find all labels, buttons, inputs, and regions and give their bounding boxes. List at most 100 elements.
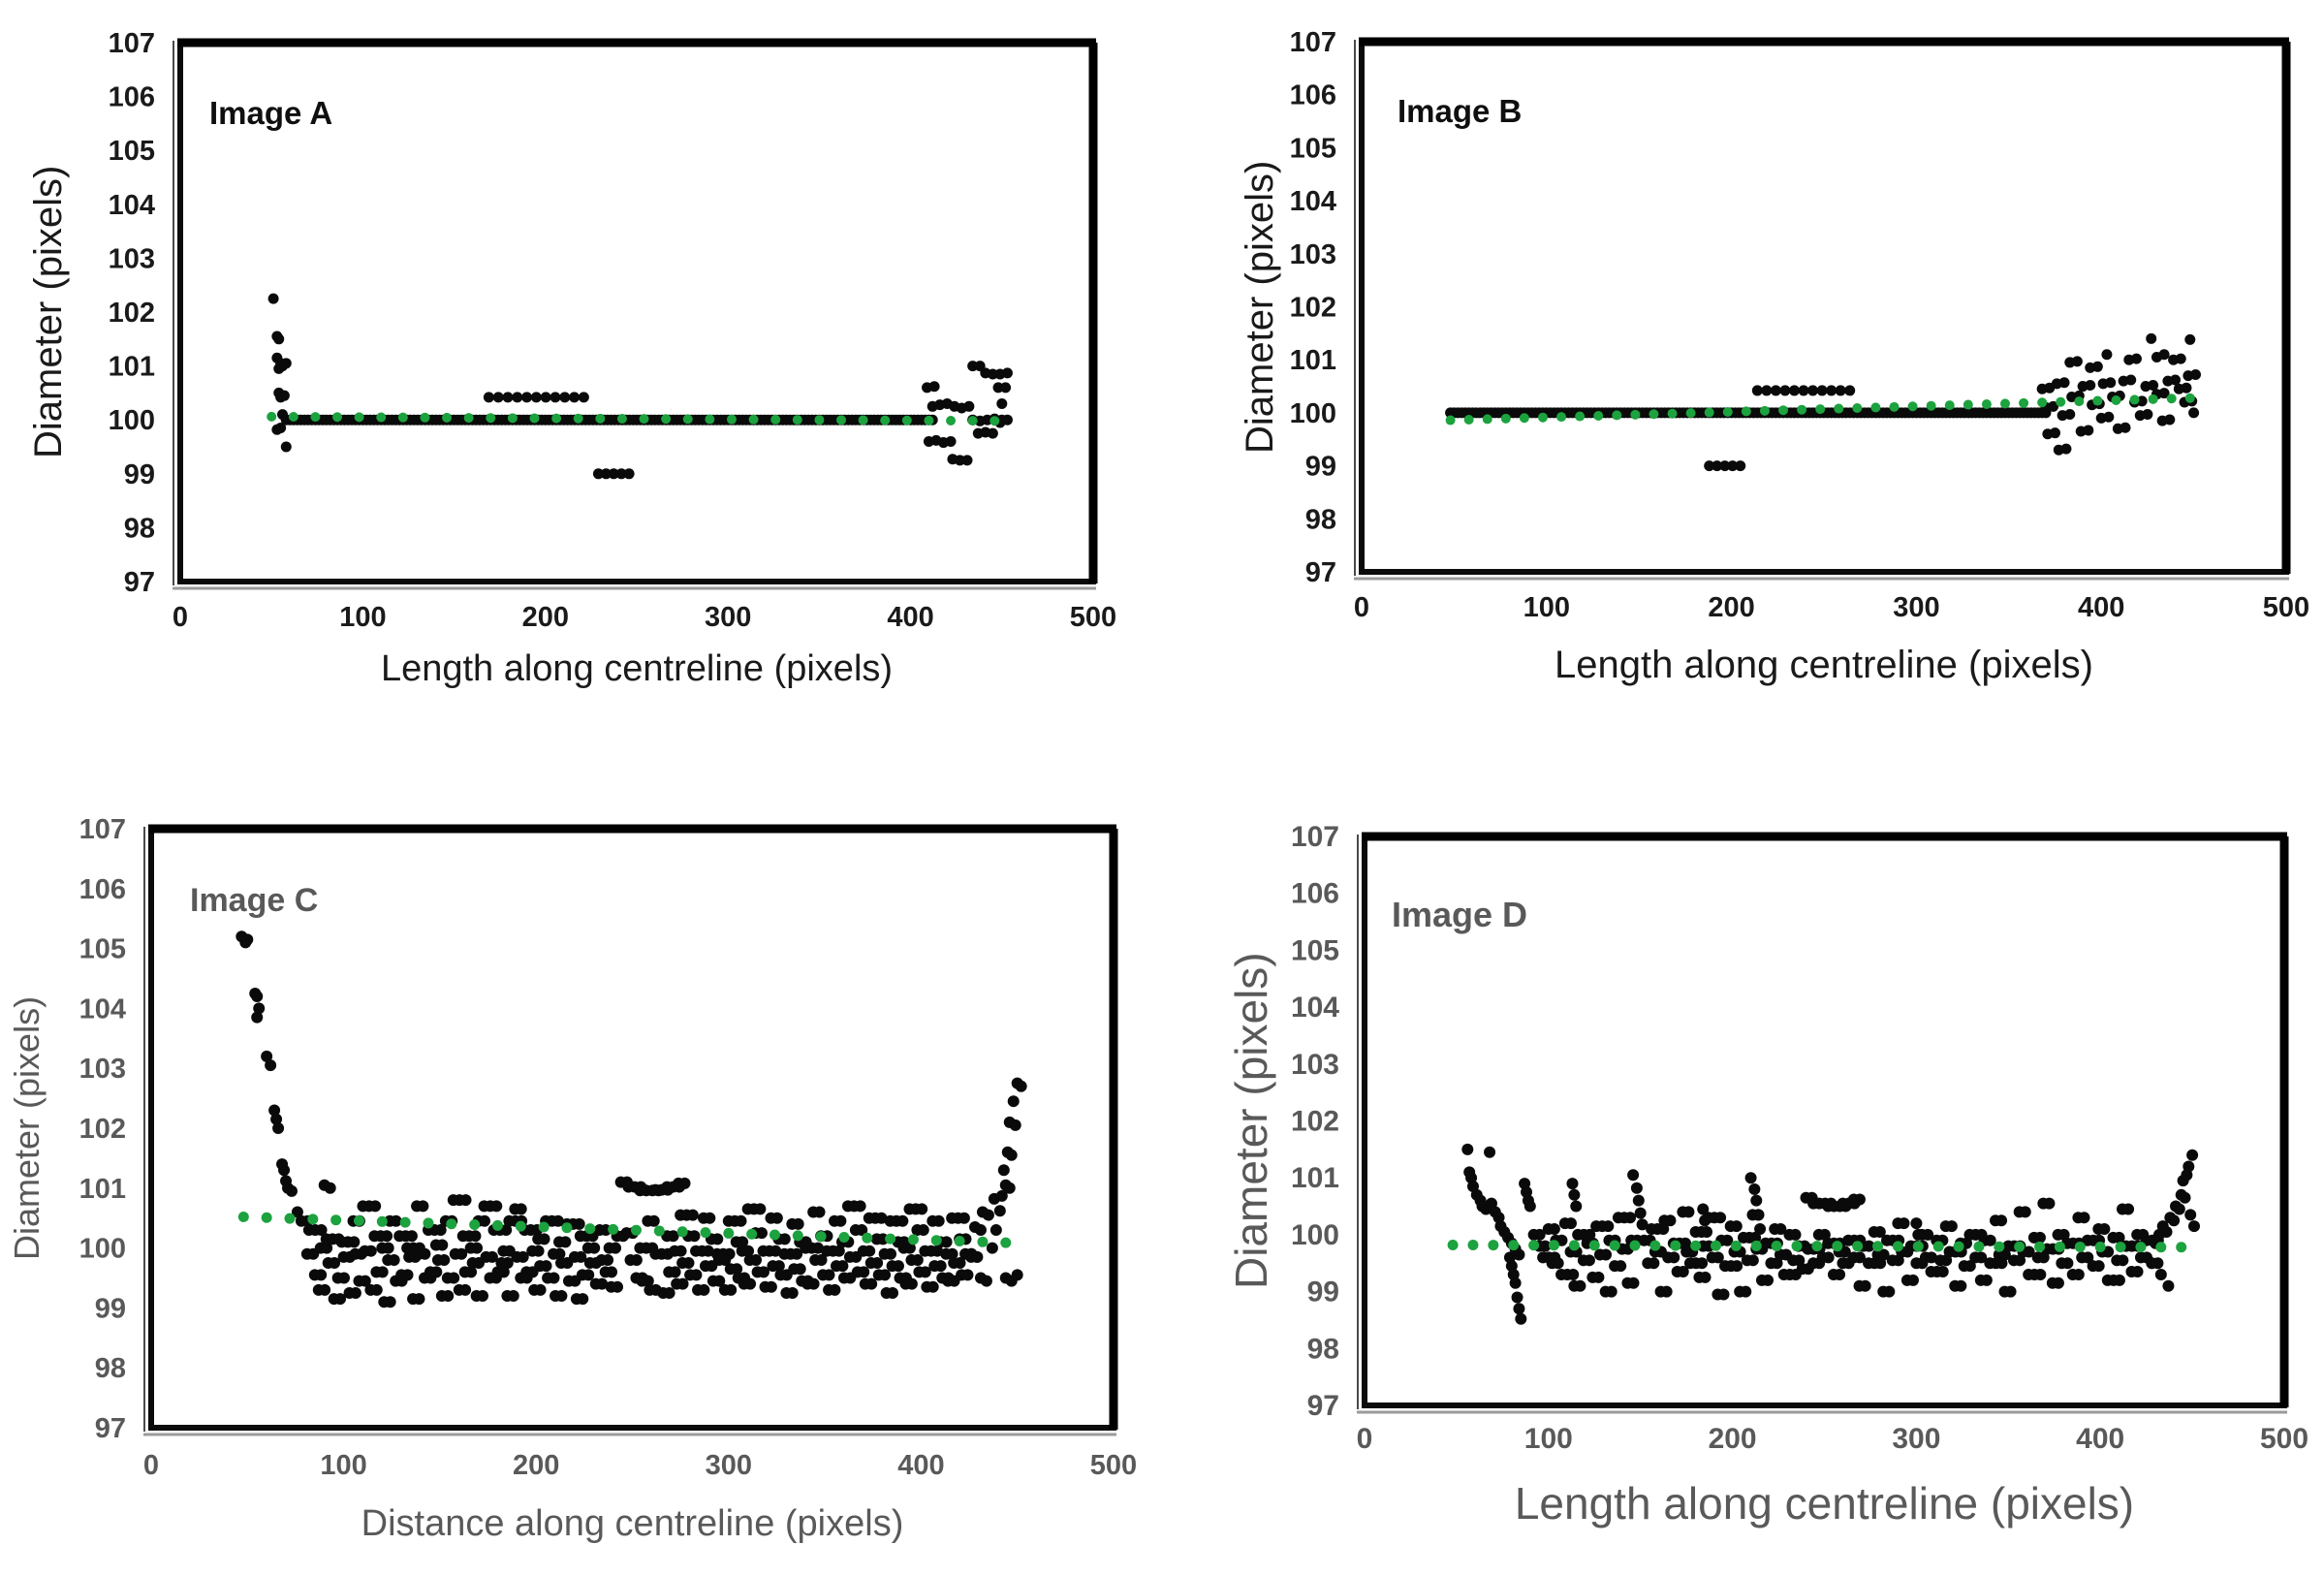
svg-text:102: 102 [109,298,155,329]
svg-text:107: 107 [1291,821,1339,853]
panel-image-b: Image B Diameter (pixels) Length along c… [1144,0,2324,744]
svg-text:0: 0 [173,602,188,633]
x-axis-title: Distance along centreline (pixels) [361,1503,904,1544]
svg-text:105: 105 [1291,934,1339,966]
svg-text:104: 104 [1290,186,1336,217]
svg-text:101: 101 [79,1174,126,1205]
panel-label-a: Image A [209,95,333,131]
svg-text:107: 107 [1290,27,1336,58]
svg-text:200: 200 [1708,592,1754,623]
svg-text:100: 100 [1291,1219,1339,1251]
svg-text:107: 107 [79,814,126,845]
svg-text:100: 100 [1290,398,1336,429]
svg-text:103: 103 [1291,1049,1339,1081]
svg-text:106: 106 [1291,878,1339,910]
svg-text:0: 0 [143,1450,159,1481]
axis-tick-labels: 97 98 99 100 101 102 103 104 105 106 107 0 100 200 300… [109,28,1117,633]
svg-text:101: 101 [1291,1162,1339,1194]
black-measurement-series [236,930,1027,1308]
svg-text:107: 107 [109,28,155,59]
svg-text:106: 106 [79,874,126,905]
y-axis-title: Diameter (pixels) [1226,952,1276,1290]
y-axis-title: Diameter (pixels) [7,995,47,1261]
axis-tick-labels: 97 98 99 100 101 102 103 104 105 106 107 0 100 200 300… [79,814,1138,1481]
svg-text:99: 99 [95,1293,126,1324]
svg-text:106: 106 [109,82,155,113]
svg-text:100: 100 [1523,592,1570,623]
svg-text:300: 300 [705,602,751,633]
svg-text:103: 103 [1290,239,1336,270]
svg-text:100: 100 [1524,1423,1573,1455]
green-reference-series [1445,393,2195,426]
x-axis-title: Length along centreline (pixels) [380,648,894,689]
svg-text:98: 98 [124,513,155,544]
svg-text:400: 400 [2076,1423,2124,1455]
svg-text:104: 104 [79,993,126,1024]
green-reference-series [237,1211,1012,1248]
black-measurement-series [1445,332,2202,472]
svg-text:99: 99 [1305,452,1336,483]
x-axis-title: Length along centreline (pixels) [1555,644,2093,686]
svg-text:103: 103 [79,1054,126,1085]
svg-text:400: 400 [897,1450,944,1481]
svg-text:200: 200 [1709,1423,1757,1455]
y-axis-title: Diameter (pixels) [1239,160,1281,454]
panel-label-d: Image D [1392,895,1528,934]
svg-text:200: 200 [513,1450,559,1481]
svg-text:400: 400 [887,602,933,633]
svg-text:100: 100 [339,602,386,633]
svg-text:105: 105 [1290,133,1336,164]
svg-text:104: 104 [1291,992,1339,1024]
svg-text:0: 0 [1357,1423,1373,1455]
panel-image-d: Image D Diameter (pixels) Length along c… [1192,785,2324,1576]
svg-text:101: 101 [1290,345,1336,376]
svg-text:97: 97 [95,1413,126,1444]
svg-text:104: 104 [109,190,155,221]
svg-text:500: 500 [1070,602,1116,633]
svg-text:100: 100 [320,1450,366,1481]
panel-image-a: Image A Diameter (pixels) Length along c… [0,0,1144,744]
scatter-plot-c: 97 98 99 100 101 102 103 104 105 106 107 0 100 200 300… [79,814,1138,1481]
axis-tick-labels: 97 98 99 100 101 102 103 104 105 106 107 0 100 200 300… [1290,27,2310,623]
svg-text:102: 102 [1291,1106,1339,1138]
black-measurement-series [1461,1143,2200,1325]
svg-text:106: 106 [1290,80,1336,111]
svg-text:500: 500 [2263,592,2309,623]
svg-text:101: 101 [109,352,155,383]
green-reference-series [1447,1239,2187,1253]
svg-text:105: 105 [79,934,126,965]
svg-text:99: 99 [124,459,155,490]
svg-text:97: 97 [1307,1390,1339,1422]
svg-text:105: 105 [109,136,155,167]
svg-text:300: 300 [1893,592,1939,623]
svg-text:97: 97 [124,567,155,598]
svg-text:100: 100 [79,1234,126,1265]
svg-text:99: 99 [1307,1277,1339,1308]
svg-text:98: 98 [95,1353,126,1384]
scatter-plot-a: 97 98 99 100 101 102 103 104 105 106 107 0 100 200 300… [109,28,1117,633]
svg-text:300: 300 [1892,1423,1940,1455]
svg-text:0: 0 [1354,592,1369,623]
axis-tick-labels: 97 98 99 100 101 102 103 104 105 106 107 0 100 200 300… [1291,821,2308,1455]
panel-label-c: Image C [190,882,319,919]
svg-text:102: 102 [1290,293,1336,324]
black-measurement-series [267,293,1013,480]
x-axis-title: Length along centreline (pixels) [1514,1478,2135,1529]
y-axis-title: Diameter (pixels) [27,165,70,459]
svg-text:300: 300 [706,1450,752,1481]
svg-text:100: 100 [109,405,155,436]
svg-text:97: 97 [1305,557,1336,588]
scatter-plot-d: 97 98 99 100 101 102 103 104 105 106 107 0 100 200 300… [1291,821,2308,1455]
svg-text:500: 500 [2260,1423,2308,1455]
green-reference-series [267,411,1000,426]
panel-image-c: Image C Diameter (pixels) Distance along… [0,785,1192,1576]
svg-text:500: 500 [1090,1450,1137,1481]
svg-text:98: 98 [1307,1333,1339,1365]
svg-text:103: 103 [109,243,155,274]
svg-text:102: 102 [79,1114,126,1145]
svg-text:400: 400 [2078,592,2124,623]
svg-text:98: 98 [1305,504,1336,535]
svg-text:200: 200 [522,602,569,633]
scatter-plot-b: 97 98 99 100 101 102 103 104 105 106 107 0 100 200 300… [1290,27,2310,623]
